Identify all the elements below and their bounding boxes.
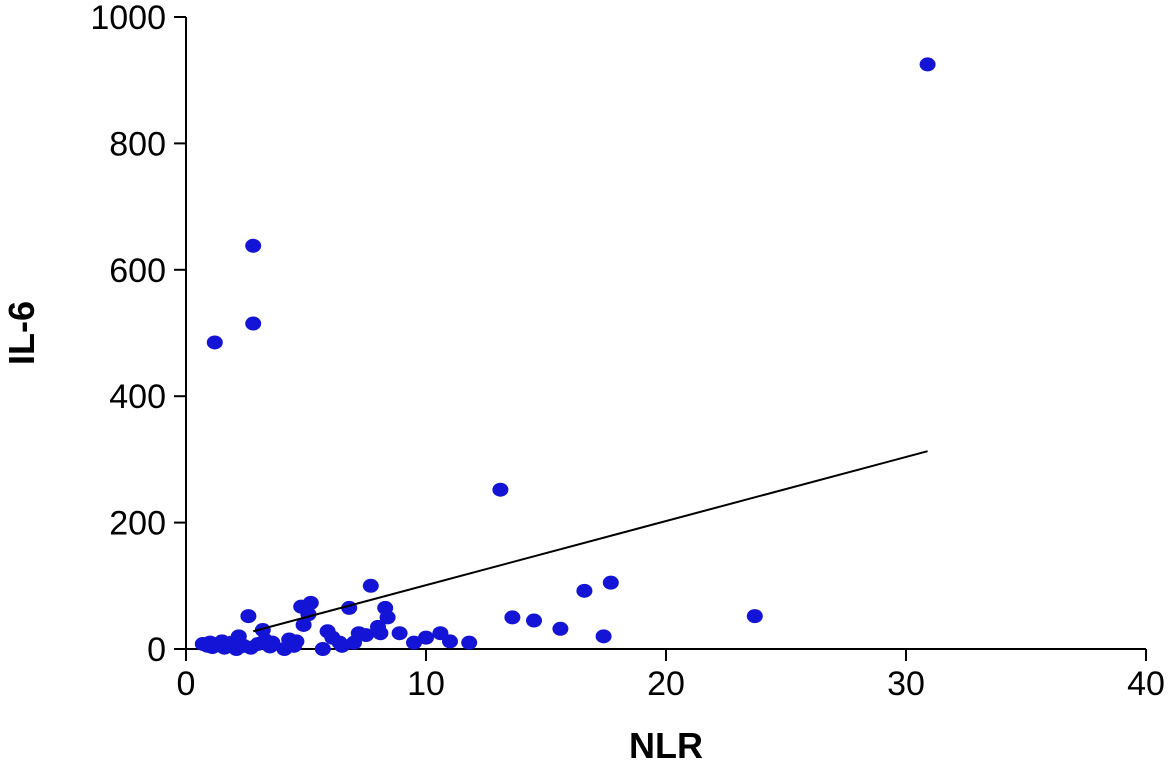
data-point — [206, 335, 223, 350]
data-point — [240, 609, 257, 624]
data-point — [264, 635, 281, 650]
data-point — [372, 626, 389, 641]
data-point — [406, 635, 422, 650]
data-point — [552, 621, 569, 636]
data-point — [245, 238, 262, 253]
data-point — [245, 316, 262, 331]
x-tick-label: 20 — [647, 665, 685, 703]
y-tick-label: 0 — [147, 631, 166, 669]
data-point — [288, 634, 305, 649]
data-point — [526, 613, 542, 628]
data-point — [418, 630, 434, 645]
data-point — [358, 628, 374, 643]
data-point — [919, 57, 936, 72]
y-tick-label: 400 — [109, 378, 166, 416]
x-axis-title: NLR — [629, 725, 703, 764]
data-point — [295, 617, 312, 632]
data-point — [504, 610, 521, 625]
data-points — [194, 57, 936, 656]
y-tick-label: 800 — [109, 125, 166, 163]
axes: 0 200 400 600 800 1000 0 10 20 30 40 — [90, 0, 1165, 703]
data-point — [334, 638, 350, 653]
data-point — [746, 609, 763, 624]
data-point — [391, 626, 408, 641]
data-point — [442, 634, 458, 649]
data-point — [492, 482, 509, 497]
x-ticks: 0 10 20 30 40 — [177, 649, 1165, 703]
data-point — [379, 610, 396, 625]
data-point — [461, 635, 478, 650]
x-tick-label: 0 — [177, 665, 196, 703]
data-point — [576, 583, 593, 598]
y-ticks: 0 200 400 600 800 1000 — [90, 0, 186, 669]
data-point — [595, 629, 612, 644]
y-tick-label: 200 — [109, 505, 166, 543]
x-tick-label: 40 — [1127, 665, 1165, 703]
y-tick-label: 600 — [109, 252, 166, 290]
y-tick-label: 1000 — [90, 0, 166, 37]
data-point — [362, 578, 379, 593]
regression-line — [252, 450, 928, 633]
data-point — [302, 595, 319, 610]
x-tick-label: 10 — [407, 665, 445, 703]
data-point — [314, 642, 331, 656]
x-tick-label: 30 — [887, 665, 925, 703]
data-point — [602, 575, 619, 590]
y-axis-title: IL-6 — [1, 301, 42, 365]
